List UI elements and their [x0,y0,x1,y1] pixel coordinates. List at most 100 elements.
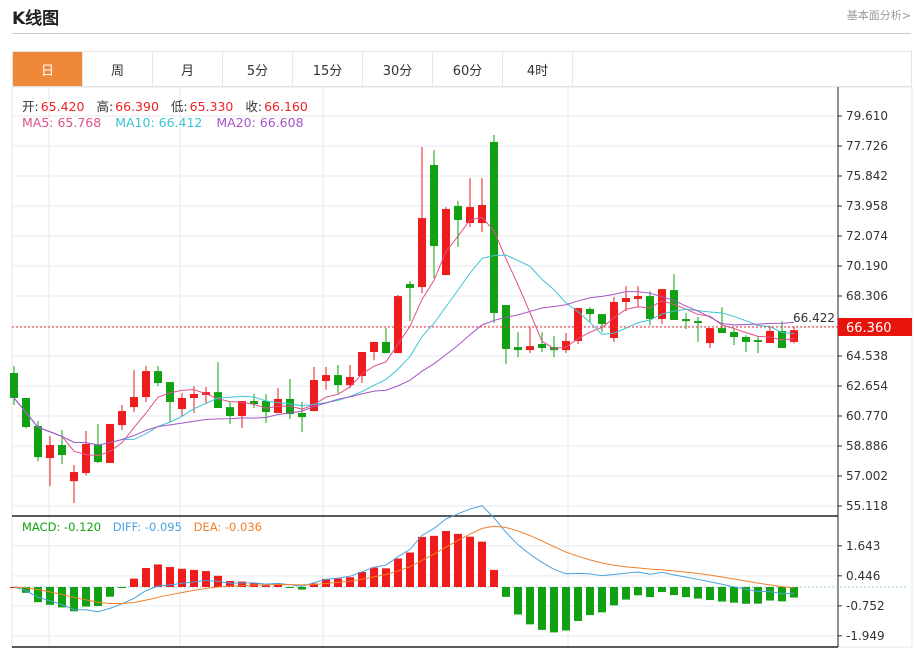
candle-down [730,332,738,338]
macd-bar [166,567,174,587]
candle-down [670,290,678,320]
macd-bar [406,552,414,587]
candle-up [442,208,450,276]
candle-down [298,412,306,418]
y-tick-label: 75.842 [846,169,888,183]
tab-30min[interactable]: 30分 [363,52,433,86]
candle-up [466,207,474,224]
candle-down [694,321,702,324]
tab-month[interactable]: 月 [153,52,223,86]
macd-bar [346,577,354,587]
candle-down [250,401,258,405]
macd-bar [682,587,690,598]
macd-bar [598,587,606,613]
macd-bar [502,587,510,597]
macd-bar [574,587,582,622]
macd-value: MACD: -0.120 [22,520,102,534]
ma-info: MA5: 65.768 MA10: 66.412 MA20: 66.608 [22,115,306,130]
y-tick-label: 72.074 [846,229,888,243]
candle-up [478,205,486,224]
candle-down [262,401,270,413]
candle-up [70,472,78,482]
macd-bar [118,587,126,588]
low-value: 65.330 [189,99,234,114]
current-price-label: 66.360 [846,321,892,336]
macd-bar [178,568,186,587]
tab-day[interactable]: 日 [13,52,83,86]
macd-bar [646,587,654,598]
macd-bar [538,587,546,630]
page-title: K线图 [12,9,60,29]
candle-down [34,426,42,458]
macd-bar [742,587,750,604]
candle-up [706,328,714,344]
tab-week[interactable]: 周 [83,52,153,86]
tab-4h[interactable]: 4时 [503,52,573,86]
candle-down [94,444,102,463]
candle-up [790,330,798,342]
candle-up [418,218,426,288]
tab-60min[interactable]: 60分 [433,52,503,86]
macd-bar [658,587,666,593]
close-value: 66.160 [264,99,308,114]
macd-bar [226,580,234,587]
macd-y-tick-label: -1.949 [846,629,885,643]
candle-up [358,351,366,377]
open-value: 65.420 [40,99,85,114]
current-price-badge [838,317,912,336]
fundamental-analysis-link[interactable]: 基本面分析> [846,9,911,22]
ma10-line [13,254,795,446]
header-divider [12,33,911,34]
macd-bar [694,587,702,599]
ma10-value: MA10: 66.412 [115,115,203,130]
macd-bar [70,587,78,612]
tab-15min[interactable]: 15分 [293,52,363,86]
macd-bar [418,536,426,587]
macd-bar [298,587,306,590]
macd-bar [382,568,390,587]
candle-down [598,314,606,324]
y-tick-label: 77.726 [846,139,888,153]
candle-down [754,340,762,342]
macd-bar [274,584,282,587]
candle-up [610,301,618,338]
candle-down [58,444,66,456]
candle-down [382,341,390,354]
macd-info: MACD: -0.120 DIFF: -0.095 DEA: -0.036 [22,520,264,534]
macd-bar [634,587,642,596]
dea-value: DEA: -0.036 [193,520,262,534]
macd-bar [82,587,90,607]
tab-5min[interactable]: 5分 [223,52,293,86]
candle-up [322,375,330,381]
y-tick-label: 66.422 [793,311,835,325]
macd-bar [622,587,630,600]
macd-bar [706,587,714,601]
macd-bar [262,585,270,587]
candle-up [634,296,642,299]
candle-down [538,344,546,349]
high-label: 高: [96,99,114,114]
macd-bar [58,587,66,608]
macd-bar [46,587,54,605]
macd-bar [142,567,150,587]
candle-up [46,444,54,459]
candle-up [562,341,570,351]
macd-bar [94,587,102,607]
candle-down [214,392,222,409]
candle-down [154,371,162,384]
y-tick-label: 62.654 [846,379,888,393]
macd-y-tick-label: -0.752 [846,599,885,613]
macd-bar [286,587,294,588]
macd-bar [514,587,522,615]
y-tick-label: 57.002 [846,469,888,483]
candle-up [238,401,246,416]
y-tick-label: 58.886 [846,439,888,453]
candle-down [430,165,438,247]
macd-bar [490,569,498,587]
candle-up [190,394,198,399]
macd-bar [790,587,798,598]
candle-down [742,337,750,342]
candle-down [586,308,594,315]
y-tick-label: 79.610 [846,109,888,123]
